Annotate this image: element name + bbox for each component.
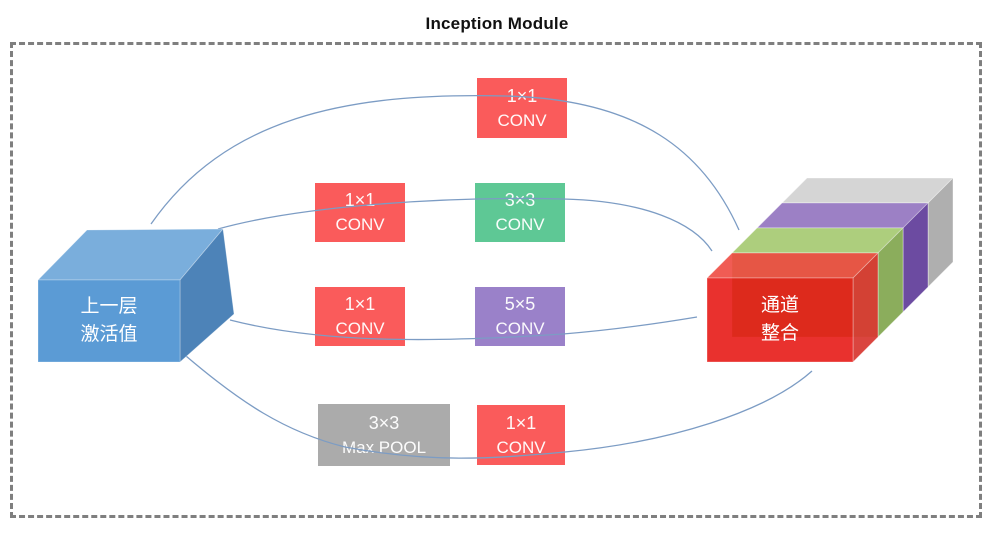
node-branch1-1x1-conv: 1×1 CONV	[477, 78, 567, 138]
node-kernel-size: 5×5	[504, 294, 536, 314]
node-op-label: CONV	[335, 319, 385, 338]
node-op-label: Max POOL	[341, 437, 427, 457]
node-branch3-5x5-conv: 5×5 CONV	[475, 287, 565, 346]
node-op-label: CONV	[497, 110, 547, 130]
node-kernel-size: 1×1	[505, 412, 537, 433]
node-branch3-1x1-conv: 1×1 CONV	[315, 287, 405, 346]
node-kernel-size: 1×1	[344, 190, 376, 210]
node-kernel-size: 3×3	[504, 190, 536, 210]
node-op-label: CONV	[495, 319, 545, 338]
node-op-label: CONV	[335, 215, 385, 234]
dashed-border	[10, 42, 982, 518]
node-kernel-size: 1×1	[344, 294, 376, 314]
diagram-title: Inception Module	[425, 14, 569, 33]
node-op-label: CONV	[496, 437, 546, 457]
node-branch4-1x1-conv: 1×1 CONV	[477, 405, 565, 465]
node-op-label: CONV	[495, 215, 545, 234]
node-kernel-size: 1×1	[506, 85, 538, 106]
node-branch4-3x3-maxpool: 3×3 Max POOL	[318, 404, 450, 466]
node-kernel-size: 3×3	[368, 412, 400, 433]
node-branch2-1x1-conv: 1×1 CONV	[315, 183, 405, 242]
node-branch2-3x3-conv: 3×3 CONV	[475, 183, 565, 242]
